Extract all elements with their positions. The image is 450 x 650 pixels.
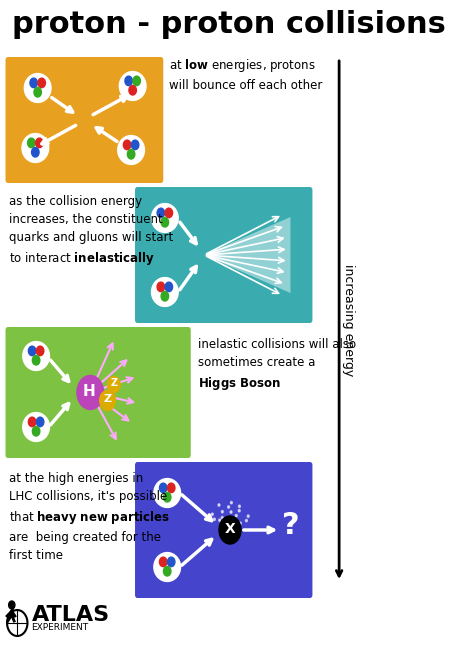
Circle shape — [32, 356, 40, 365]
Circle shape — [219, 516, 241, 544]
Ellipse shape — [152, 203, 178, 233]
Circle shape — [248, 517, 250, 519]
Ellipse shape — [154, 552, 180, 582]
Circle shape — [215, 519, 217, 521]
Circle shape — [36, 138, 43, 148]
Ellipse shape — [24, 73, 51, 103]
Circle shape — [167, 557, 175, 567]
Circle shape — [108, 376, 120, 393]
Circle shape — [32, 426, 40, 436]
Circle shape — [127, 150, 135, 159]
Circle shape — [36, 417, 44, 426]
Polygon shape — [204, 217, 290, 293]
Circle shape — [165, 282, 173, 292]
Circle shape — [123, 140, 131, 150]
Ellipse shape — [23, 413, 50, 441]
Circle shape — [163, 493, 171, 502]
Circle shape — [220, 510, 222, 512]
Text: increasing energy: increasing energy — [342, 264, 355, 376]
Circle shape — [163, 567, 171, 576]
Text: as the collision energy
increases, the constituent
quarks and gluons will start
: as the collision energy increases, the c… — [9, 195, 174, 267]
Ellipse shape — [118, 136, 144, 164]
Circle shape — [77, 376, 104, 410]
Text: Z: Z — [110, 378, 117, 389]
FancyBboxPatch shape — [135, 462, 312, 598]
Ellipse shape — [119, 72, 146, 101]
FancyBboxPatch shape — [5, 327, 191, 458]
Text: at the high energies in
LHC collisions, it's possible
that $\bf{heavy\ new\ part: at the high energies in LHC collisions, … — [9, 472, 171, 562]
Text: at $\bf{low}$ energies, protons
will bounce off each other: at $\bf{low}$ energies, protons will bou… — [169, 57, 322, 92]
Circle shape — [161, 291, 169, 301]
Circle shape — [36, 346, 44, 356]
Circle shape — [230, 500, 232, 502]
Text: X: X — [225, 522, 235, 536]
Circle shape — [228, 514, 230, 516]
Circle shape — [28, 346, 36, 356]
Circle shape — [219, 506, 221, 508]
Ellipse shape — [23, 341, 50, 370]
Circle shape — [240, 520, 242, 522]
Circle shape — [28, 417, 36, 426]
Text: H: H — [82, 384, 95, 399]
Circle shape — [221, 514, 224, 517]
Circle shape — [235, 515, 237, 517]
Circle shape — [211, 514, 212, 516]
Circle shape — [38, 78, 45, 88]
Circle shape — [27, 138, 35, 148]
Circle shape — [9, 601, 15, 609]
Text: proton - proton collisions: proton - proton collisions — [12, 10, 446, 39]
Circle shape — [218, 521, 220, 523]
Circle shape — [159, 483, 167, 493]
Circle shape — [159, 557, 167, 567]
Text: Z: Z — [104, 395, 112, 404]
Text: inelastic collisions will also
sometimes create a
$\bf{Higgs\ Boson}$: inelastic collisions will also sometimes… — [198, 338, 356, 392]
Circle shape — [243, 519, 245, 521]
Circle shape — [125, 76, 132, 86]
Circle shape — [165, 208, 173, 218]
FancyBboxPatch shape — [135, 187, 312, 323]
Circle shape — [229, 506, 231, 509]
FancyBboxPatch shape — [5, 57, 163, 183]
Circle shape — [157, 208, 165, 218]
Circle shape — [157, 282, 165, 292]
Circle shape — [241, 506, 243, 508]
Circle shape — [32, 148, 39, 157]
Circle shape — [133, 76, 140, 86]
Circle shape — [30, 78, 37, 88]
Circle shape — [239, 509, 241, 512]
Ellipse shape — [22, 133, 49, 162]
Circle shape — [131, 140, 139, 150]
Text: ATLAS: ATLAS — [32, 605, 109, 625]
Circle shape — [34, 88, 41, 97]
Circle shape — [129, 86, 136, 95]
Circle shape — [167, 483, 175, 493]
Circle shape — [100, 391, 115, 411]
Text: ?: ? — [283, 512, 300, 541]
Ellipse shape — [154, 478, 180, 508]
Circle shape — [161, 218, 169, 227]
Ellipse shape — [152, 278, 178, 306]
Text: EXPERIMENT: EXPERIMENT — [32, 623, 89, 632]
